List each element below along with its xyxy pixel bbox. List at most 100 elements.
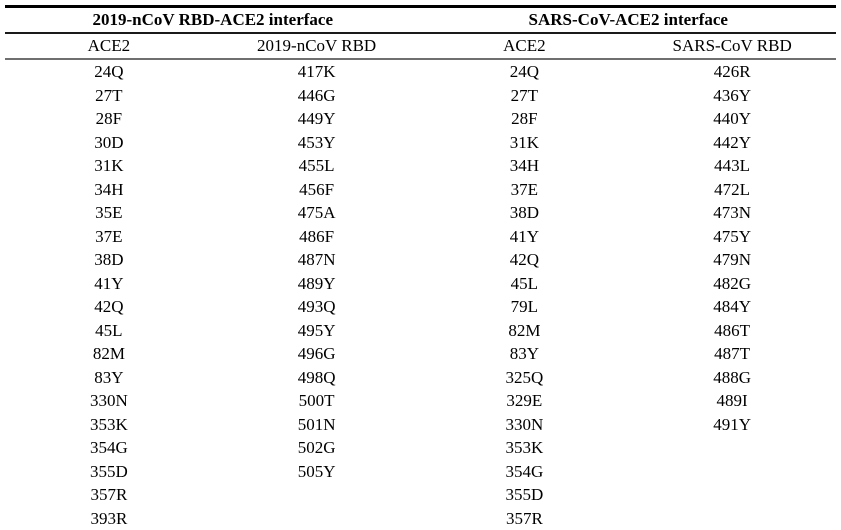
residue-cell: 353K	[505, 438, 544, 457]
residue-cell: 417K	[297, 62, 336, 81]
residue-cell: 28F	[95, 109, 123, 128]
residue-cell: 28F	[511, 109, 538, 128]
table-row: 31K 455L 34H 443L	[5, 154, 836, 178]
paper-table-page: 2019-nCoV RBD-ACE2 interface SARS-CoV-AC…	[0, 5, 841, 530]
residue-cell	[628, 483, 836, 507]
residue-cell: 329E	[506, 391, 543, 410]
column-header-2019ncov-rbd: 2019-nCoV RBD	[212, 33, 421, 60]
table-row: 38D 487N 42Q 479N	[5, 248, 836, 272]
residue-cell: 42Q	[509, 250, 540, 269]
residue-cell: 498Q	[297, 367, 336, 387]
residue-cell: 79L	[510, 297, 539, 316]
residue-cell: 41Y	[509, 226, 540, 246]
column-header-row: ACE2 2019-nCoV RBD ACE2 SARS-CoV RBD	[5, 33, 836, 60]
table-row: 330N 500T 329E 489I	[5, 389, 836, 413]
table-row: 41Y 489Y 45L 482G	[5, 272, 836, 296]
table-row: 357R 355D	[5, 483, 836, 507]
residue-cell: 27T	[95, 85, 123, 105]
residue-cell: 436Y	[713, 85, 752, 105]
column-header-ace2-right: ACE2	[420, 33, 629, 60]
residue-cell: 482G	[713, 273, 752, 293]
residue-cell: 45L	[510, 273, 539, 293]
table-row: 83Y 498Q 325Q 488G	[5, 366, 836, 390]
column-header-ace2-left: ACE2	[5, 33, 213, 60]
residue-cell: 475A	[297, 203, 336, 222]
table-row: 27T 446G 27T 436Y	[5, 84, 836, 108]
residue-cell: 37E	[510, 179, 539, 199]
residue-cell	[628, 460, 836, 484]
interface-residues-table: 2019-nCoV RBD-ACE2 interface SARS-CoV-AC…	[5, 5, 836, 530]
residue-cell: 83Y	[94, 367, 124, 387]
residue-cell: 426R	[713, 62, 751, 81]
residue-cell: 27T	[510, 85, 539, 105]
residue-cell	[213, 483, 421, 507]
table-row: 82M 496G 83Y 487T	[5, 342, 836, 366]
residue-cell: 501N	[297, 414, 336, 434]
residue-cell: 354G	[89, 438, 128, 457]
residue-cell: 330N	[89, 391, 128, 410]
residue-cell: 83Y	[509, 344, 540, 363]
residue-cell: 24Q	[94, 62, 124, 81]
group-header-2019ncov-interface: 2019-nCoV RBD-ACE2 interface	[5, 6, 421, 34]
residue-cell: 505Y	[297, 461, 336, 481]
residue-cell: 473N	[713, 203, 752, 222]
residue-cell: 496G	[297, 344, 336, 363]
residue-cell: 353K	[89, 414, 128, 434]
residue-cell: 489I	[716, 391, 748, 410]
residue-cell: 455L	[298, 156, 335, 175]
residue-cell: 486T	[714, 320, 751, 340]
residue-cell: 456F	[299, 179, 335, 199]
residue-cell: 41Y	[94, 273, 124, 293]
residue-cell: 35E	[95, 203, 123, 222]
residue-cell: 37E	[95, 226, 123, 246]
table-row: 393R 357R	[5, 507, 836, 530]
residue-cell: 34H	[94, 179, 124, 199]
table-row: 45L 495Y 82M 486T	[5, 319, 836, 343]
table-row: 37E 486F 41Y 475Y	[5, 225, 836, 249]
residue-cell: 325Q	[505, 367, 544, 387]
residue-cell: 31K	[94, 156, 124, 175]
residue-cell: 330N	[505, 414, 544, 434]
residue-cell: 502G	[297, 438, 336, 457]
residue-cell: 500T	[298, 391, 335, 410]
residue-cell: 491Y	[713, 414, 752, 434]
residue-cell: 440Y	[713, 109, 752, 128]
residue-cell: 42Q	[94, 297, 124, 316]
table-row: 353K 501N 330N 491Y	[5, 413, 836, 437]
group-header-sarscov-interface: SARS-CoV-ACE2 interface	[420, 6, 836, 34]
residue-cell: 486F	[299, 226, 335, 246]
table-row: 355D 505Y 354G	[5, 460, 836, 484]
table-row: 30D 453Y 31K 442Y	[5, 131, 836, 155]
residue-cell: 45L	[95, 320, 123, 340]
residue-cell: 472L	[714, 179, 751, 199]
residue-cell: 24Q	[509, 62, 540, 81]
residue-cell	[628, 507, 836, 530]
residue-cell: 479N	[713, 250, 752, 269]
residue-cell: 446G	[297, 85, 336, 105]
residue-cell: 488G	[713, 367, 752, 387]
residue-cell: 357R	[505, 508, 543, 528]
residue-cell: 30D	[94, 132, 124, 152]
column-header-sarscov-rbd: SARS-CoV RBD	[628, 33, 836, 60]
residue-cell: 493Q	[297, 297, 336, 316]
residue-cell: 355D	[89, 461, 128, 481]
table-row: 28F 449Y 28F 440Y	[5, 107, 836, 131]
residue-cell: 357R	[90, 485, 128, 504]
residue-cell: 393R	[90, 508, 128, 528]
residue-cell: 31K	[509, 132, 540, 152]
residue-cell: 82M	[508, 320, 541, 340]
residue-cell	[628, 436, 836, 460]
residue-cell: 453Y	[297, 132, 336, 152]
residue-cell: 475Y	[713, 226, 752, 246]
group-header-row: 2019-nCoV RBD-ACE2 interface SARS-CoV-AC…	[5, 6, 836, 34]
residue-cell	[213, 507, 421, 530]
residue-cell: 82M	[92, 344, 125, 363]
table-row: 42Q 493Q 79L 484Y	[5, 295, 836, 319]
residue-cell: 495Y	[297, 320, 336, 340]
residue-cell: 355D	[505, 485, 544, 504]
residue-cell: 487T	[714, 344, 751, 363]
residue-cell: 484Y	[713, 297, 752, 316]
residue-cell: 443L	[714, 156, 751, 175]
table-body: 24Q 417K 24Q 426R 27T 446G 27T 436Y 28F …	[5, 59, 836, 530]
residue-cell: 487N	[297, 250, 336, 269]
